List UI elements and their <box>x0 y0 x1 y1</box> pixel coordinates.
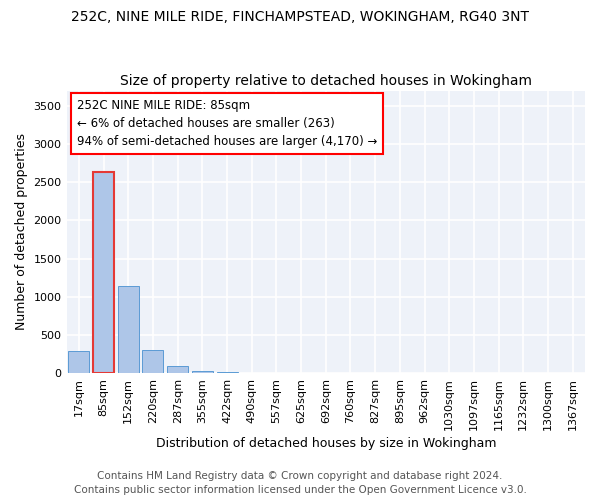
Bar <box>68 351 89 373</box>
Title: Size of property relative to detached houses in Wokingham: Size of property relative to detached ho… <box>120 74 532 88</box>
Text: 252C, NINE MILE RIDE, FINCHAMPSTEAD, WOKINGHAM, RG40 3NT: 252C, NINE MILE RIDE, FINCHAMPSTEAD, WOK… <box>71 10 529 24</box>
Y-axis label: Number of detached properties: Number of detached properties <box>15 134 28 330</box>
Bar <box>118 286 139 373</box>
X-axis label: Distribution of detached houses by size in Wokingham: Distribution of detached houses by size … <box>155 437 496 450</box>
Text: Contains HM Land Registry data © Crown copyright and database right 2024.
Contai: Contains HM Land Registry data © Crown c… <box>74 471 526 495</box>
Bar <box>217 372 238 373</box>
Bar <box>142 350 163 373</box>
Bar <box>192 370 213 373</box>
Bar <box>167 366 188 373</box>
Bar <box>93 172 114 373</box>
Text: 252C NINE MILE RIDE: 85sqm
← 6% of detached houses are smaller (263)
94% of semi: 252C NINE MILE RIDE: 85sqm ← 6% of detac… <box>77 99 377 148</box>
